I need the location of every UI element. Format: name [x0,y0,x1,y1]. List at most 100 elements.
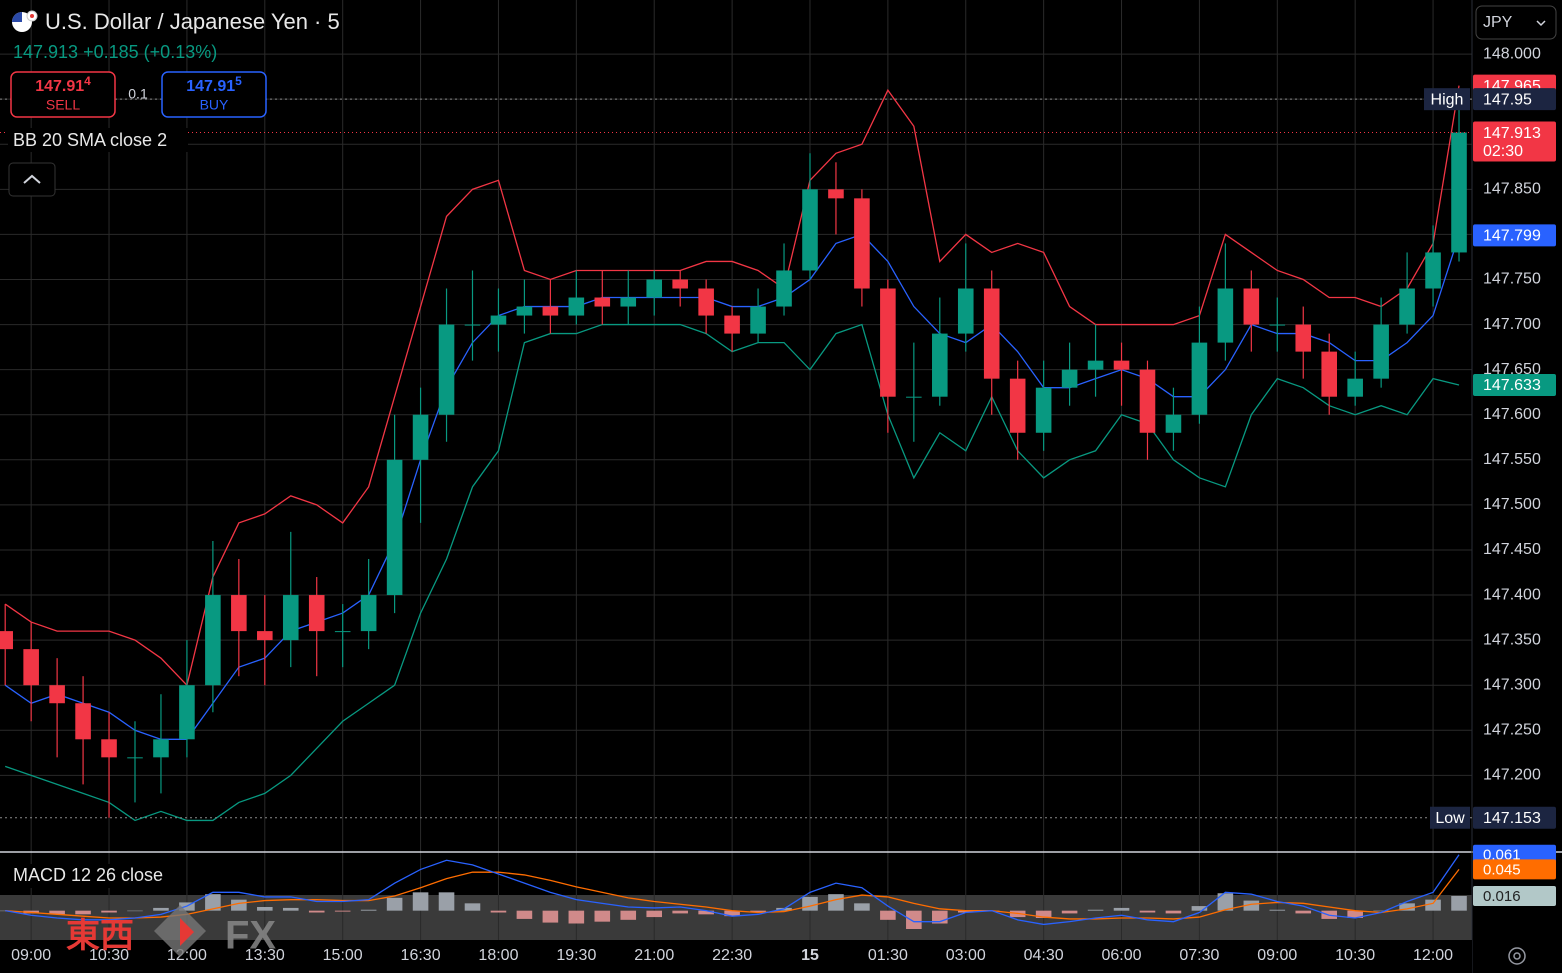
macd-histogram-bar [1399,903,1415,911]
watermark-cjk: 東西 [66,917,134,955]
lot-size[interactable]: 0.1 [128,86,148,102]
candle-body [1009,378,1026,433]
macd-label-bg [8,864,180,888]
sell-price[interactable]: 147.914 [35,74,91,95]
macd-histogram-bar [153,907,169,911]
x-tick-label: 15:00 [323,947,363,964]
candle-body [464,324,481,326]
candle-body [906,396,922,398]
buy-button[interactable] [161,71,267,118]
currency[interactable]: JPY [1483,14,1513,31]
watermark-logo-red [180,918,194,946]
y-tick-label: 147.500 [1483,496,1541,513]
macd-histogram-bar [438,892,455,911]
y-tick-label: 147.600 [1483,406,1541,423]
macd-histogram-bar [1269,909,1286,911]
x-tick-label: 12:00 [1413,947,1453,964]
low-label: 147.153 [1483,810,1541,827]
buy-label[interactable]: BUY [200,97,229,113]
macd-histogram-bar [360,909,377,911]
low-label-box [1473,806,1556,829]
lower-band-label-box [1473,373,1556,396]
macd-histogram-bar [750,910,766,913]
x-tick-label: 09:00 [1257,947,1297,964]
y-tick-label: 148.000 [1483,45,1541,62]
candle-body [620,297,637,307]
last-price-label: 147.913 [1483,125,1541,142]
x-tick-label: 01:30 [868,947,908,964]
candle-body [1425,252,1441,289]
macd-line [5,854,1460,926]
candle-body [854,198,870,289]
change-pct: (+0.13%) [144,42,218,62]
band-upper [4,85,1460,687]
candle-body [308,595,325,632]
macd-histogram-bar [334,910,351,912]
candle-body [1399,288,1415,325]
y-tick-label: 147.250 [1483,722,1541,739]
macd-histogram-bar [1035,910,1052,918]
macd-histogram-bar [802,896,818,911]
candle-body [542,306,559,316]
macd-histogram-bar [464,903,481,911]
x-tick-label: 04:30 [1024,947,1064,964]
macd-histogram-bar [698,910,714,915]
sell-button[interactable] [10,71,116,118]
macd-histogram-bar [957,910,974,913]
candle-body [672,279,688,289]
buy-price-main[interactable]: 147.91 [186,78,235,95]
candle-body [1113,360,1130,370]
change: +0.185 [83,42,139,62]
macd-indicator-label[interactable]: MACD 12 26 close [13,865,163,885]
bb-indicator-label[interactable]: BB 20 SMA close 2 [13,130,167,150]
time-axis-bg [0,940,1472,973]
y-tick-label: 147.850 [1483,181,1541,198]
y-tick-label: 147.350 [1483,631,1541,648]
settings-icon-core[interactable] [1513,952,1521,960]
grid [0,0,1472,940]
macd-histogram-bar [594,910,611,922]
settings-icon[interactable] [1508,947,1526,965]
collapse-button[interactable] [8,162,56,197]
macd-histogram-bar [1451,896,1467,911]
sell-pip[interactable]: 4 [84,74,91,88]
chevron-up[interactable] [23,174,41,184]
candle-body [1139,369,1156,433]
candle-body [1165,414,1182,433]
macd-histogram-bar [1139,910,1156,913]
countdown: 02:30 [1483,143,1523,160]
x-tick-label: 18:00 [478,947,518,964]
candle-body [1373,324,1389,379]
macd-histogram-bar [308,910,325,913]
y-tick-label: 147.400 [1483,586,1541,603]
sell-label[interactable]: SELL [46,97,80,113]
candle-body [1217,288,1234,343]
macd-histogram-bar [1425,899,1441,911]
candle-body [23,649,39,686]
buy-price[interactable]: 147.915 [186,74,242,95]
candle-body [802,189,818,271]
y-tick-label: 147.750 [1483,271,1541,288]
middle-band-label: 147.799 [1483,228,1541,245]
x-tick-label: 21:00 [634,947,674,964]
macd-histogram-bar [620,910,637,920]
candle-body [932,333,948,397]
macd-histogram-bar [231,899,247,911]
sell-price-main[interactable]: 147.91 [35,78,84,95]
candle-body [1243,288,1260,325]
macd-histogram-bar [101,910,117,913]
dropdown-chevron[interactable] [1536,20,1546,27]
candle-body [594,297,611,307]
candle-body [153,739,169,758]
macd-histogram-bar [516,910,533,919]
macd-histogram-bar [880,910,896,920]
header: U.S. Dollar / Japanese Yen · 5 147.913 +… [8,5,1557,965]
macd-histogram-bar [672,910,688,914]
candle-body [957,288,974,334]
macd-histogram-bar [1217,893,1234,911]
candle-body [205,595,221,686]
currency-dropdown[interactable] [1475,5,1557,40]
candle-body [1061,369,1078,388]
candle-body [983,288,1000,379]
buy-pip[interactable]: 5 [235,74,242,88]
